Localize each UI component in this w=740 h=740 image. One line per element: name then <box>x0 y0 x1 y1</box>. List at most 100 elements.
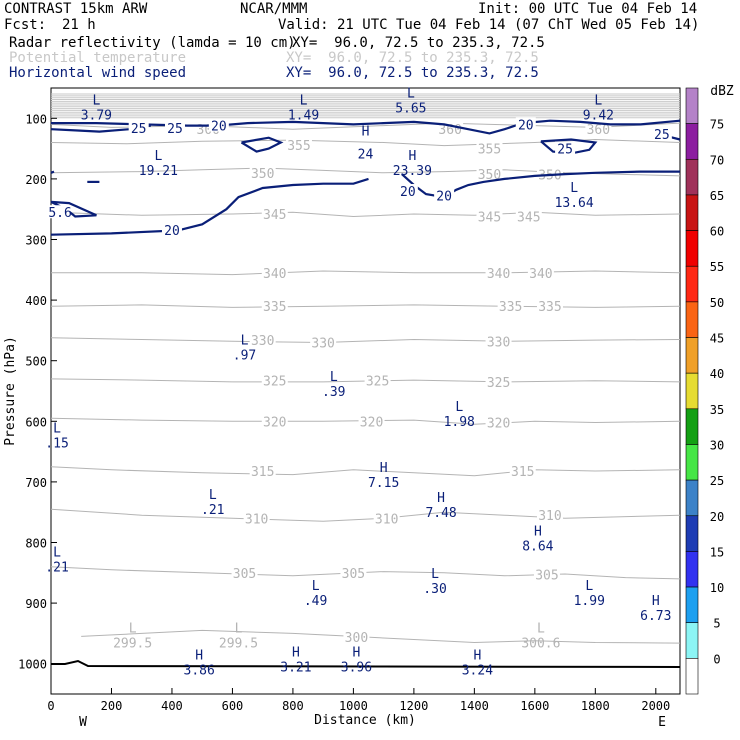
extremum-type: H <box>652 594 660 609</box>
extremum-value: .39 <box>322 385 345 400</box>
theta-label: 335 <box>499 300 522 315</box>
wind-label-bg <box>515 117 536 131</box>
colorbar-swatch <box>685 444 699 481</box>
extremum-type: H <box>380 461 388 476</box>
x-tick-label: 1600 <box>520 699 549 713</box>
wind-contour-20 <box>401 170 680 199</box>
extremum-type: L <box>431 567 439 582</box>
theta-label: 355 <box>478 143 501 158</box>
theta-label: 335 <box>263 300 286 315</box>
field-3-name: Horizontal wind speed <box>9 65 187 81</box>
extremum-value: 300.6 <box>521 636 560 651</box>
y-tick-label: 600 <box>25 415 47 429</box>
theta-label-bg <box>310 335 337 349</box>
theta-label: 320 <box>360 415 383 430</box>
colorbar-level: 25 <box>710 474 724 488</box>
wind-contour-20 <box>50 170 55 174</box>
x-tick-label: 1800 <box>581 699 610 713</box>
x-tick-label: 1200 <box>399 699 428 713</box>
theta-label: 345 <box>517 210 540 225</box>
colorbar-swatch <box>685 515 699 552</box>
extremum-type: L <box>53 421 61 436</box>
colorbar-swatch <box>685 301 699 338</box>
theta-label-bg <box>485 415 512 429</box>
colorbar-level: 70 <box>710 153 724 167</box>
colorbar-level: 40 <box>710 367 724 381</box>
colorbar-level: 55 <box>710 260 724 274</box>
theta-contour-305 <box>50 566 681 580</box>
wind-label: 25 <box>557 143 573 158</box>
extremum-type: H <box>195 649 203 664</box>
colorbar-level: 60 <box>710 225 724 239</box>
theta-label-bg <box>343 630 370 644</box>
colorbar-swatch <box>685 372 699 410</box>
theta-label: 345 <box>263 208 286 223</box>
y-tick-label: 200 <box>25 173 47 187</box>
colorbar-level: 0 <box>713 652 720 666</box>
theta-label-bg <box>231 565 258 579</box>
wind-label: 20 <box>400 185 416 200</box>
colorbar-level: 50 <box>710 296 724 310</box>
extremum-value: 299.5 <box>219 636 258 651</box>
theta-label-bg <box>358 414 385 428</box>
theta-label-bg <box>261 265 288 279</box>
colorbar-level: 35 <box>710 403 724 417</box>
org-label: NCAR/MMM <box>240 1 308 17</box>
extremum-value: 5.65 <box>395 101 426 116</box>
theta-label: 330 <box>487 335 510 350</box>
theta-label: 330 <box>311 337 334 352</box>
theta-label: 340 <box>487 267 510 282</box>
theta-label-bg <box>485 265 512 279</box>
theta-label-bg <box>585 122 612 136</box>
colorbar-level: 75 <box>710 118 724 132</box>
extremum-type: L <box>312 579 320 594</box>
extremum-type: L <box>235 621 243 636</box>
wind-contour-20 <box>51 119 681 135</box>
extremum-value: 3.21 <box>280 661 311 676</box>
theta-label-bg <box>485 374 512 388</box>
field-2-name: Potential temperature <box>9 50 187 66</box>
field-2-xy: XY= 96.0, 72.5 to 235.3, 72.5 <box>286 50 539 66</box>
extremum-type: L <box>585 579 593 594</box>
theta-label-bg <box>536 508 563 522</box>
extremum-value: 1.99 <box>574 594 605 609</box>
wind-label: 20 <box>518 118 534 133</box>
theta-label-bg <box>476 209 503 223</box>
colorbar-unit: dBZ <box>710 84 734 99</box>
theta-label: 305 <box>342 567 365 582</box>
theta-label: 360 <box>587 123 610 138</box>
theta-contour-315 <box>50 466 681 477</box>
wind-label-bg <box>161 222 182 236</box>
extremum-value: .15 <box>45 436 68 451</box>
theta-label-bg <box>364 373 391 387</box>
west-label: W <box>79 715 87 730</box>
theta-label: 340 <box>263 267 286 282</box>
theta-label-bg <box>249 165 276 179</box>
wind-label-bg <box>651 127 672 141</box>
extremum-type: L <box>53 546 61 561</box>
extremum-type: L <box>241 334 249 349</box>
extremum-type: L <box>209 488 217 503</box>
theta-label-bg <box>261 207 288 221</box>
theta-label: 315 <box>251 465 274 480</box>
y-tick-label: 900 <box>25 597 47 611</box>
extremum-type: H <box>473 649 481 664</box>
theta-label-bg <box>285 137 312 151</box>
colorbar-swatch <box>685 265 699 303</box>
wind-label-bg <box>555 141 576 155</box>
theta-label-bg <box>536 299 563 313</box>
wind-label: 5.6 <box>48 206 71 221</box>
theta-label: 305 <box>535 569 558 584</box>
theta-label-bg <box>476 167 503 181</box>
colorbar-level: 45 <box>710 332 724 346</box>
theta-label-bg <box>249 463 276 477</box>
theta-label: 300 <box>345 631 368 646</box>
extremum-value: .30 <box>423 582 446 597</box>
wind-contour-25 <box>240 136 284 153</box>
extremum-value: 23.39 <box>393 164 432 179</box>
extremum-value: 1.49 <box>288 109 319 124</box>
extremum-type: H <box>362 125 370 140</box>
wind-label: 25 <box>654 128 670 143</box>
theta-label-bg <box>261 373 288 387</box>
theta-label: 355 <box>287 139 310 154</box>
